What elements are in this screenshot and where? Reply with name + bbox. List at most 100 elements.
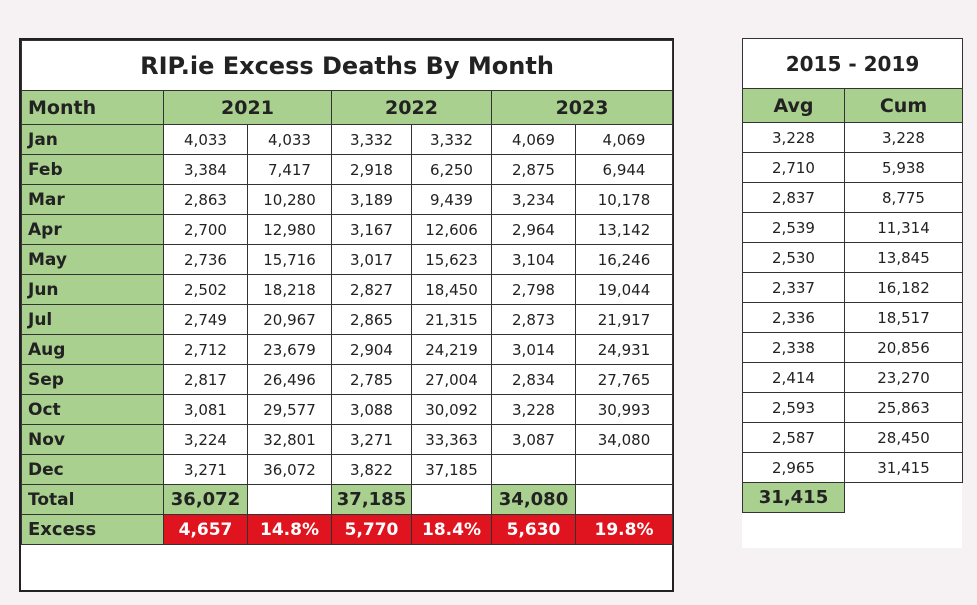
cum-value: 20,856 <box>844 332 963 363</box>
table-title: RIP.ie Excess Deaths By Month <box>20 40 674 91</box>
baseline-row: 2,337 16,182 <box>742 272 963 303</box>
avg-value: 2,587 <box>742 422 845 453</box>
table-row: Aug 2,712 23,679 2,904 24,219 3,014 24,931 <box>21 334 674 365</box>
total-value: 37,185 <box>331 484 412 515</box>
value-cell: 21,315 <box>411 304 492 335</box>
value-cell: 15,716 <box>247 244 332 275</box>
avg-value: 2,837 <box>742 182 845 213</box>
baseline-row: 2,338 20,856 <box>742 332 963 363</box>
cum-value: 28,450 <box>844 422 963 453</box>
total-value: 36,072 <box>163 484 248 515</box>
avg-value: 2,336 <box>742 302 845 333</box>
avg-value: 2,414 <box>742 362 845 393</box>
excess-deaths-panel: RIP.ie Excess Deaths By Month Month 2021… <box>19 38 674 592</box>
value-cell: 2,700 <box>163 214 248 245</box>
cum-value: 25,863 <box>844 392 963 423</box>
value-cell: 2,904 <box>331 334 412 365</box>
value-cell: 18,218 <box>247 274 332 305</box>
table-row: Sep 2,817 26,496 2,785 27,004 2,834 27,765 <box>21 364 674 395</box>
total-value: 34,080 <box>491 484 576 515</box>
value-cell: 30,993 <box>574 394 674 425</box>
value-cell: 2,785 <box>331 364 412 395</box>
avg-value: 2,965 <box>742 452 845 483</box>
table-row: Jul 2,749 20,967 2,865 21,315 2,873 21,917 <box>21 304 674 335</box>
value-cell: 3,224 <box>163 424 248 455</box>
table-row: May 2,736 15,716 3,017 15,623 3,104 16,246 <box>21 244 674 275</box>
baseline-row: 2,530 13,845 <box>742 242 963 273</box>
table-row: Mar 2,863 10,280 3,189 9,439 3,234 10,178 <box>21 184 674 215</box>
value-cell: 19,044 <box>574 274 674 305</box>
avg-value: 2,593 <box>742 392 845 423</box>
table-row: Jan 4,033 4,033 3,332 3,332 4,069 4,069 <box>21 124 674 155</box>
avg-value: 2,539 <box>742 212 845 243</box>
baseline-row: 2,539 11,314 <box>742 212 963 243</box>
value-cell: 3,271 <box>163 454 248 485</box>
excess-count: 5,630 <box>491 514 576 545</box>
value-cell: 3,088 <box>331 394 412 425</box>
avg-value: 2,710 <box>742 152 845 183</box>
value-cell: 10,178 <box>574 184 674 215</box>
table-row: Oct 3,081 29,577 3,088 30,092 3,228 30,993 <box>21 394 674 425</box>
month-label: Nov <box>21 424 164 455</box>
cum-value: 31,415 <box>844 452 963 483</box>
value-cell: 2,865 <box>331 304 412 335</box>
value-cell: 12,980 <box>247 214 332 245</box>
cum-value: 5,938 <box>844 152 963 183</box>
month-label: Dec <box>21 454 164 485</box>
avg-header: Avg <box>742 88 845 123</box>
value-cell: 2,749 <box>163 304 248 335</box>
excess-percent: 18.4% <box>411 514 492 545</box>
cum-value: 18,517 <box>844 302 963 333</box>
month-label: Oct <box>21 394 164 425</box>
year-header-2021: 2021 <box>163 90 332 125</box>
value-cell: 34,080 <box>574 424 674 455</box>
value-cell: 27,004 <box>411 364 492 395</box>
excess-row: Excess 4,657 14.8% 5,770 18.4% 5,630 19.8% <box>21 514 674 545</box>
avg-value: 3,228 <box>742 122 845 153</box>
value-cell: 37,185 <box>411 454 492 485</box>
month-label: Apr <box>21 214 164 245</box>
value-cell: 29,577 <box>247 394 332 425</box>
month-label: Aug <box>21 334 164 365</box>
value-cell: 16,246 <box>574 244 674 275</box>
value-cell: 27,765 <box>574 364 674 395</box>
value-cell: 12,606 <box>411 214 492 245</box>
value-cell: 3,167 <box>331 214 412 245</box>
value-cell: 6,250 <box>411 154 492 185</box>
value-cell: 4,033 <box>163 124 248 155</box>
avg-value: 2,337 <box>742 272 845 303</box>
value-cell: 2,798 <box>491 274 576 305</box>
blank-cell <box>411 484 492 515</box>
value-cell: 33,363 <box>411 424 492 455</box>
value-cell: 3,271 <box>331 424 412 455</box>
year-header-2022: 2022 <box>331 90 492 125</box>
value-cell <box>491 454 576 485</box>
excess-percent: 19.8% <box>574 514 674 545</box>
cum-value: 3,228 <box>844 122 963 153</box>
cum-value: 23,270 <box>844 362 963 393</box>
value-cell: 2,502 <box>163 274 248 305</box>
avg-value: 2,530 <box>742 242 845 273</box>
baseline-row: 2,965 31,415 <box>742 452 963 483</box>
value-cell: 3,332 <box>331 124 412 155</box>
month-label: May <box>21 244 164 275</box>
month-label: Feb <box>21 154 164 185</box>
value-cell: 3,228 <box>491 394 576 425</box>
baseline-row: 2,587 28,450 <box>742 422 963 453</box>
value-cell: 3,822 <box>331 454 412 485</box>
baseline-panel: 2015 - 2019 Avg Cum 3,228 3,228 2,710 5,938… <box>742 38 963 548</box>
value-cell: 26,496 <box>247 364 332 395</box>
value-cell: 3,081 <box>163 394 248 425</box>
month-label: Sep <box>21 364 164 395</box>
value-cell: 3,189 <box>331 184 412 215</box>
value-cell: 24,931 <box>574 334 674 365</box>
month-label: Mar <box>21 184 164 215</box>
excess-count: 4,657 <box>163 514 248 545</box>
value-cell: 23,679 <box>247 334 332 365</box>
baseline-total: 31,415 <box>742 482 845 513</box>
value-cell: 21,917 <box>574 304 674 335</box>
value-cell: 13,142 <box>574 214 674 245</box>
excess-deaths-table: RIP.ie Excess Deaths By Month Month 2021… <box>20 40 674 545</box>
month-label: Jun <box>21 274 164 305</box>
value-cell: 32,801 <box>247 424 332 455</box>
